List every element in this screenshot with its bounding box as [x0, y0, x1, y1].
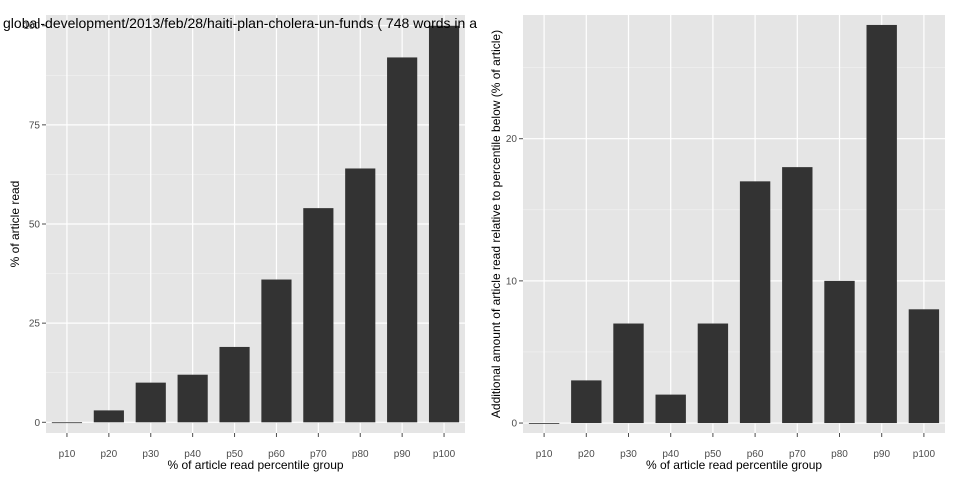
- x-tick-label: p40: [184, 449, 201, 460]
- y-tick-label: 100: [23, 21, 40, 32]
- x-tick-label: p20: [101, 449, 118, 460]
- y-tick-label: 25: [29, 319, 41, 330]
- x-tick-label: p10: [59, 449, 76, 460]
- bar-p30: [613, 323, 644, 424]
- chart-panel-2: 0 10 20 p10 p20 p30 p40 p50 p60 p70 p80 p90 p100 % of…: [489, 15, 945, 472]
- bar-p70: [782, 167, 813, 424]
- x-tick-label: p60: [747, 449, 764, 460]
- x-axis-title: % of article read percentile group: [646, 458, 822, 472]
- bar-p80: [345, 168, 376, 423]
- x-tick-label: p80: [352, 449, 369, 460]
- x-tick-label: p30: [620, 449, 637, 460]
- y-tick-label: 0: [511, 419, 517, 430]
- bar-p80: [824, 280, 855, 424]
- bar-p100: [908, 309, 940, 424]
- y-tick-label: 20: [506, 134, 518, 145]
- bar-p60: [261, 279, 292, 423]
- bar-p70: [303, 208, 334, 423]
- bar-p90: [387, 57, 418, 423]
- bar-p10: [528, 423, 560, 424]
- bar-p40: [655, 394, 686, 424]
- x-tick-label: p20: [578, 449, 595, 460]
- bar-p40: [177, 374, 208, 423]
- x-tick-label: p40: [662, 449, 679, 460]
- x-tick-label: p80: [831, 449, 848, 460]
- bar-p30: [135, 382, 166, 423]
- y-tick-label: 0: [34, 418, 40, 429]
- bar-p20: [93, 410, 124, 423]
- bar-p60: [739, 181, 771, 424]
- x-tick-label: p50: [226, 449, 243, 460]
- bar-p20: [571, 380, 602, 424]
- bar-p10: [51, 422, 83, 424]
- chart-title: global-development/2013/feb/28/haiti-pla…: [3, 15, 477, 31]
- y-axis-title: Additional amount of article read relati…: [489, 30, 503, 418]
- bar-p50: [219, 346, 250, 423]
- bar-p100: [428, 25, 460, 423]
- x-tick-label: p30: [142, 449, 159, 460]
- x-tick-label: p60: [268, 449, 285, 460]
- y-axis-title: % of article read: [8, 181, 22, 268]
- x-tick-label: p70: [310, 449, 327, 460]
- x-tick-label: p90: [873, 449, 890, 460]
- x-tick-label: p100: [433, 449, 456, 460]
- chart-panel-1: 0 25 50 75 100 p10 p20 p30 p40 p50 p60 p70 p80 p90 p10…: [3, 15, 477, 472]
- y-tick-label: 50: [29, 220, 41, 231]
- x-tick-label: p90: [394, 449, 411, 460]
- x-tick-label: p10: [536, 449, 553, 460]
- x-tick-label: p50: [705, 449, 722, 460]
- y-tick-label: 75: [29, 120, 41, 131]
- x-tick-label: p100: [913, 449, 936, 460]
- y-tick-label: 10: [506, 276, 518, 287]
- bar-p50: [697, 323, 729, 424]
- bar-p90: [866, 24, 897, 424]
- x-tick-label: p70: [789, 449, 806, 460]
- x-axis-title: % of article read percentile group: [167, 458, 343, 472]
